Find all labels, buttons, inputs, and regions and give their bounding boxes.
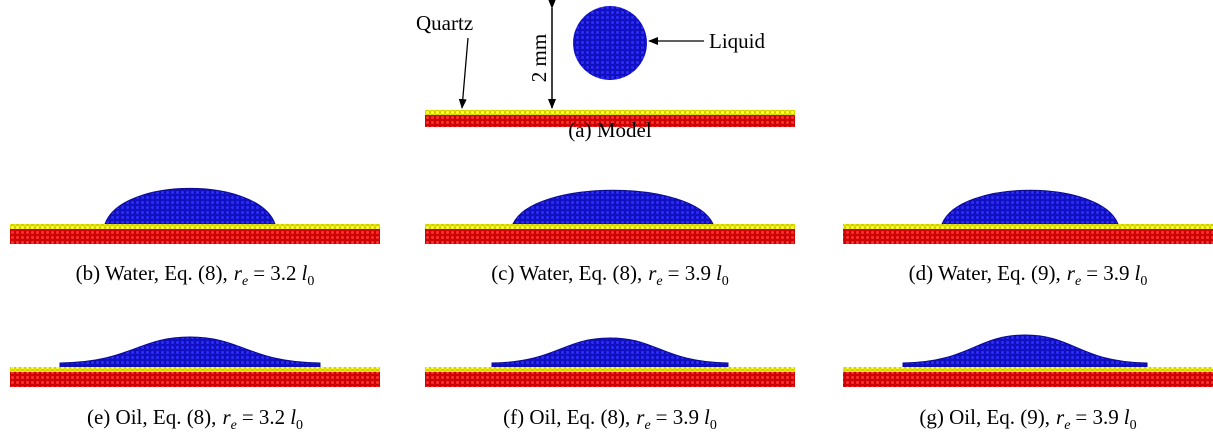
droplet: [942, 190, 1118, 224]
caption-symbol-subscript: e: [231, 418, 237, 433]
caption-prefix: (f) Oil, Eq. (8),: [503, 405, 630, 429]
quartz-arrow: [462, 38, 468, 108]
liquid-drop: [573, 6, 647, 80]
droplet: [903, 335, 1147, 367]
liquid-label: Liquid: [709, 29, 765, 53]
droplet: [60, 337, 320, 367]
caption-value: = 3.2: [242, 405, 285, 429]
caption-value: = 3.2: [253, 261, 296, 285]
substrate: [843, 372, 1213, 387]
figure: 2 mm Quartz Liquid (a) Model (b) Water, …: [0, 0, 1213, 444]
caption-value: = 3.9: [1086, 261, 1129, 285]
caption-value: = 3.9: [1075, 405, 1118, 429]
caption-symbol-subscript: e: [656, 274, 662, 289]
caption-prefix: (c) Water, Eq. (8),: [491, 261, 642, 285]
droplet: [105, 188, 275, 224]
quartz-label: Quartz: [416, 11, 473, 35]
caption-unit-subscript: 0: [296, 418, 303, 433]
model-panel: 2 mm Quartz Liquid (a) Model: [416, 6, 795, 142]
caption-unit-subscript: 0: [1140, 274, 1147, 289]
droplet: [492, 338, 728, 367]
caption-symbol-subscript: e: [644, 418, 650, 433]
caption-value: = 3.9: [656, 405, 699, 429]
caption-symbol-subscript: e: [1064, 418, 1070, 433]
quartz-layer: [843, 367, 1213, 372]
caption-unit-subscript: 0: [710, 418, 717, 433]
quartz-layer: [425, 367, 795, 372]
caption-prefix: (e) Oil, Eq. (8),: [87, 405, 216, 429]
substrate: [10, 372, 380, 387]
height-label: 2 mm: [527, 34, 551, 82]
substrate: [425, 229, 795, 244]
caption-prefix: (b) Water, Eq. (8),: [76, 261, 228, 285]
caption-value: = 3.9: [668, 261, 711, 285]
substrate: [425, 372, 795, 387]
caption-prefix: (g) Oil, Eq. (9),: [919, 405, 1050, 429]
droplet: [513, 190, 713, 224]
caption-prefix: (d) Water, Eq. (9),: [909, 261, 1061, 285]
quartz-layer: [10, 367, 380, 372]
caption-unit-subscript: 0: [307, 274, 314, 289]
caption-unit-subscript: 0: [722, 274, 729, 289]
substrate: [843, 229, 1213, 244]
substrate: [10, 229, 380, 244]
quartz-layer: [425, 224, 795, 229]
quartz-layer: [843, 224, 1213, 229]
quartz-layer: [425, 110, 795, 115]
caption-symbol-subscript: e: [1075, 274, 1081, 289]
caption-symbol-subscript: e: [242, 274, 248, 289]
caption-unit-subscript: 0: [1130, 418, 1137, 433]
model-caption: (a) Model: [568, 118, 652, 142]
quartz-layer: [10, 224, 380, 229]
